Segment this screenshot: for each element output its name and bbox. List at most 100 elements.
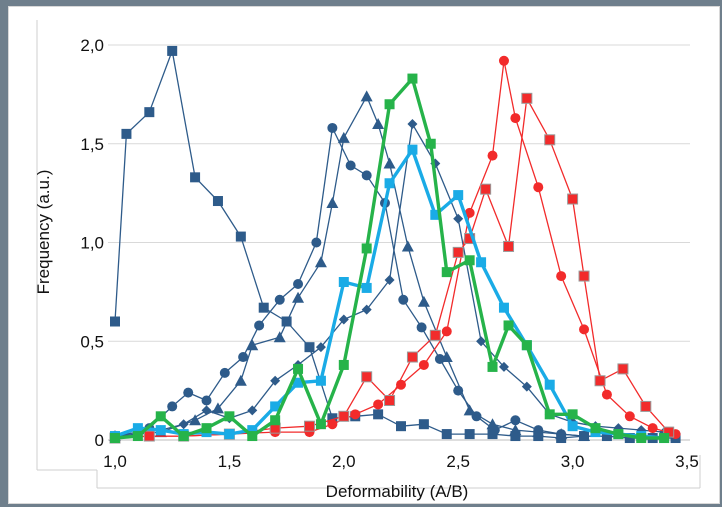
data-point bbox=[416, 322, 427, 333]
data-point bbox=[183, 387, 194, 398]
data-point bbox=[121, 128, 132, 139]
data-point bbox=[567, 409, 578, 420]
data-point bbox=[567, 421, 578, 432]
data-point bbox=[132, 431, 143, 442]
data-point bbox=[418, 359, 429, 370]
data-point bbox=[110, 433, 120, 444]
y-tick-label: 0,5 bbox=[80, 332, 104, 351]
data-point bbox=[337, 131, 350, 143]
y-tick-label: 1,0 bbox=[80, 234, 104, 253]
data-point bbox=[224, 411, 235, 422]
x-tick-label: 2,5 bbox=[446, 452, 470, 471]
data-point bbox=[498, 361, 509, 372]
data-point bbox=[430, 209, 441, 220]
data-point bbox=[304, 342, 315, 353]
data-point bbox=[384, 99, 395, 110]
data-point bbox=[110, 316, 120, 327]
data-point bbox=[503, 320, 514, 331]
data-point bbox=[219, 367, 230, 378]
x-tick-label: 1,5 bbox=[218, 452, 242, 471]
data-point bbox=[441, 326, 452, 337]
data-point bbox=[453, 213, 464, 224]
data-point bbox=[327, 122, 338, 133]
data-point bbox=[178, 419, 189, 430]
data-point bbox=[167, 401, 178, 412]
data-point bbox=[498, 55, 509, 66]
data-point bbox=[384, 275, 395, 286]
data-point bbox=[373, 409, 384, 420]
data-point bbox=[440, 351, 453, 363]
data-point bbox=[155, 411, 166, 422]
data-point bbox=[201, 395, 212, 406]
data-point bbox=[247, 405, 258, 416]
data-point bbox=[418, 419, 429, 430]
data-point bbox=[327, 419, 338, 430]
data-point bbox=[311, 237, 322, 248]
grid bbox=[108, 44, 690, 342]
data-point bbox=[617, 363, 629, 375]
data-point bbox=[292, 291, 305, 303]
data-point bbox=[480, 183, 492, 195]
series-layer bbox=[109, 45, 681, 444]
data-point bbox=[464, 429, 475, 440]
y-tick-label: 1,5 bbox=[80, 135, 104, 154]
data-point bbox=[521, 381, 532, 392]
data-point bbox=[132, 423, 143, 434]
data-point bbox=[464, 207, 475, 218]
data-point bbox=[315, 375, 326, 386]
data-point bbox=[521, 92, 533, 104]
data-point bbox=[601, 389, 612, 400]
data-point bbox=[238, 352, 249, 363]
data-point bbox=[338, 314, 349, 325]
data-point bbox=[270, 375, 281, 386]
data-point bbox=[235, 231, 246, 242]
series-line bbox=[114, 60, 676, 439]
data-point bbox=[544, 379, 555, 390]
data-point bbox=[624, 411, 635, 422]
data-point bbox=[594, 375, 606, 387]
data-point bbox=[487, 150, 498, 161]
data-point bbox=[578, 270, 590, 282]
data-point bbox=[384, 178, 395, 189]
data-point bbox=[407, 119, 418, 129]
data-point bbox=[556, 271, 567, 282]
data-point bbox=[464, 255, 475, 266]
data-point bbox=[533, 182, 544, 193]
data-point bbox=[640, 400, 652, 412]
data-point bbox=[224, 429, 235, 440]
data-point bbox=[384, 395, 396, 406]
x-axis-label: Deformability (A/B) bbox=[326, 482, 469, 501]
data-point bbox=[189, 414, 202, 426]
data-point bbox=[315, 342, 326, 353]
data-point bbox=[270, 415, 281, 426]
data-point bbox=[532, 426, 545, 438]
data-point bbox=[441, 267, 452, 278]
data-point bbox=[178, 431, 189, 442]
data-point bbox=[509, 424, 522, 436]
data-point bbox=[201, 405, 212, 416]
data-point bbox=[315, 419, 326, 430]
data-point bbox=[425, 138, 436, 149]
data-point bbox=[274, 294, 285, 305]
data-point bbox=[273, 331, 286, 343]
series-5 bbox=[110, 55, 681, 444]
data-point bbox=[498, 302, 509, 313]
data-point bbox=[544, 134, 556, 146]
data-point bbox=[441, 429, 452, 440]
series-3 bbox=[109, 90, 591, 442]
data-point bbox=[579, 324, 590, 335]
data-point bbox=[510, 431, 521, 442]
data-point bbox=[293, 363, 304, 374]
data-point bbox=[486, 418, 499, 430]
data-point bbox=[327, 413, 338, 424]
data-point bbox=[361, 282, 372, 293]
data-point bbox=[398, 294, 409, 305]
data-point bbox=[401, 240, 414, 252]
data-point bbox=[407, 73, 418, 84]
x-tick-label: 3,5 bbox=[675, 452, 699, 471]
data-point bbox=[338, 359, 349, 370]
data-point bbox=[326, 197, 339, 208]
data-point bbox=[246, 339, 259, 351]
data-point bbox=[144, 107, 155, 118]
data-point bbox=[201, 423, 212, 434]
